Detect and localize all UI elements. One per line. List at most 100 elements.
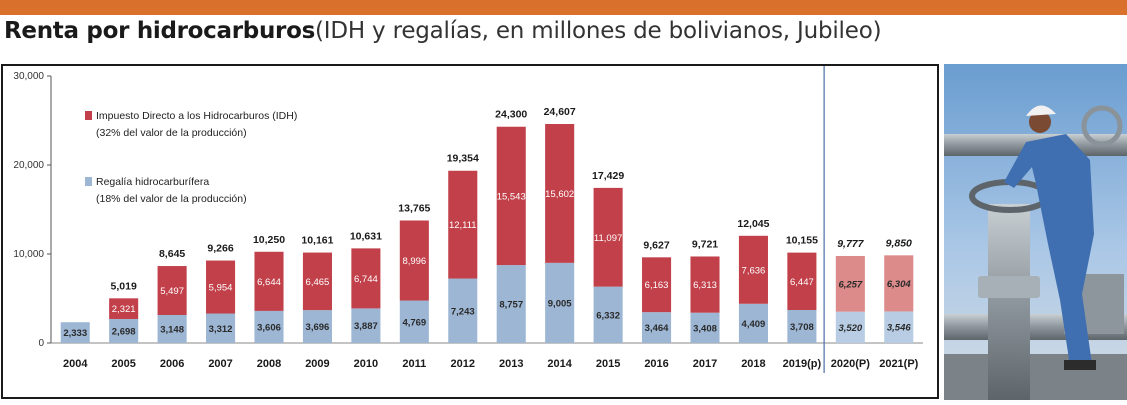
bar-label-regalia: 4,769 <box>402 317 426 328</box>
bar-label-regalia: 3,520 <box>838 323 862 334</box>
bar-label-regalia: 3,408 <box>693 323 717 334</box>
legend-swatch-idh <box>85 111 92 120</box>
x-tick-label: 2018 <box>741 358 765 370</box>
bar-regalia <box>787 309 817 343</box>
x-tick-label: 2021(P) <box>879 358 918 370</box>
x-tick-label: 2013 <box>499 358 523 370</box>
x-tick-label: 2020(P) <box>831 358 870 370</box>
bar-total-label: 5,019 <box>111 280 137 292</box>
bar-idh <box>835 255 865 312</box>
x-tick-label: 2017 <box>693 358 717 370</box>
bar-label-idh: 7,636 <box>742 265 766 276</box>
bar-total-label: 9,777 <box>837 238 864 250</box>
bar-regalia <box>835 311 865 343</box>
bar-label-idh: 15,543 <box>497 191 526 202</box>
legend-label-idh: Impuesto Directo a los Hidrocarburos (ID… <box>96 110 297 122</box>
bar-idh <box>787 252 817 310</box>
bar-regalia <box>60 322 90 343</box>
bar-total-label: 19,354 <box>447 153 479 165</box>
bar-total-label: 10,631 <box>350 230 382 242</box>
x-tick-label: 2010 <box>354 358 378 370</box>
bar-label-regalia: 8,757 <box>499 300 523 311</box>
bar-label-regalia: 3,546 <box>887 323 911 334</box>
bar-regalia <box>593 286 623 343</box>
y-tick-label: 0 <box>38 338 44 349</box>
chart-frame: 0 10,000 20,000 30,000 2,333 2004 2,698 2,321 5,… <box>1 64 939 399</box>
bar-idh <box>642 257 672 313</box>
bar-label-regalia: 3,887 <box>354 321 378 332</box>
bar-label-idh: 2,321 <box>112 304 136 315</box>
y-tick-label: 20,000 <box>13 160 44 171</box>
legend-note-idh: (32% del valor de la producción) <box>96 127 247 139</box>
bar-idh <box>302 252 332 311</box>
x-tick-label: 2007 <box>208 358 232 370</box>
bar-total-label: 10,161 <box>301 235 333 247</box>
x-tick-label: 2019(p) <box>783 358 822 370</box>
bar-regalia <box>884 311 914 343</box>
bar-idh <box>884 255 914 312</box>
bar-label-idh: 6,257 <box>838 279 862 290</box>
x-tick-label: 2014 <box>547 358 572 370</box>
bar-label-idh: 12,111 <box>449 220 477 231</box>
bar-idh <box>109 298 139 319</box>
legend-label-regalia: Regalía hidrocarburífera <box>96 176 209 188</box>
bar-total-label: 9,721 <box>692 238 718 250</box>
x-tick-label: 2006 <box>160 358 184 370</box>
bar-idh <box>157 266 187 315</box>
bar-regalia <box>302 310 332 343</box>
bar-label-regalia: 3,606 <box>257 322 281 333</box>
bar-total-label: 10,155 <box>786 235 818 247</box>
bar-label-idh: 6,304 <box>887 279 911 290</box>
bar-label-idh: 6,744 <box>354 274 378 285</box>
bar-label-regalia: 4,409 <box>742 319 766 330</box>
bar-label-regalia: 6,332 <box>596 310 620 321</box>
top-accent-bar <box>0 0 1127 15</box>
bar-regalia <box>109 318 139 343</box>
stacked-bar-chart: 0 10,000 20,000 30,000 2,333 2004 2,698 2,321 5,… <box>13 66 923 373</box>
oil-worker-valve-photo-icon <box>944 64 1127 400</box>
bar-idh <box>206 260 236 314</box>
bar-label-regalia: 9,005 <box>548 298 572 309</box>
bar-label-regalia: 3,708 <box>790 322 814 333</box>
bar-idh <box>399 220 429 301</box>
bar-idh <box>738 235 768 304</box>
y-tick-label: 10,000 <box>13 249 44 260</box>
bar-regalia <box>351 308 381 343</box>
bar-label-regalia: 3,312 <box>209 324 233 335</box>
bar-idh <box>593 187 623 287</box>
bar-idh <box>545 123 575 263</box>
chart-subtitle: (IDH y regalías, en millones de bolivian… <box>314 18 882 44</box>
bar-total-label: 24,300 <box>495 109 527 121</box>
bar-regalia <box>399 300 429 343</box>
bar-idh <box>448 170 478 279</box>
bar-label-idh: 5,954 <box>209 283 233 294</box>
x-tick-label: 2005 <box>111 358 135 370</box>
x-tick-label: 2016 <box>644 358 668 370</box>
oil-worker-photo <box>944 64 1127 400</box>
bar-label-idh: 6,465 <box>306 277 330 288</box>
x-tick-label: 2015 <box>596 358 620 370</box>
bar-regalia <box>157 314 187 343</box>
bar-idh <box>254 251 284 311</box>
legend-swatch-regalia <box>85 177 92 186</box>
bar-total-label: 8,645 <box>159 248 185 260</box>
bar-regalia <box>545 262 575 343</box>
bar-regalia <box>254 310 284 343</box>
x-tick-label: 2012 <box>451 358 475 370</box>
bar-total-label: 12,045 <box>737 218 769 230</box>
bar-label-idh: 6,644 <box>257 277 281 288</box>
y-tick-label: 30,000 <box>13 71 44 82</box>
bar-label-regalia: 2,698 <box>112 326 136 337</box>
bar-total-label: 9,627 <box>643 239 669 251</box>
x-tick-label: 2009 <box>305 358 329 370</box>
bar-label-regalia: 3,696 <box>306 322 330 333</box>
bar-regalia <box>448 278 478 343</box>
bar-regalia <box>206 313 236 343</box>
x-tick-label: 2004 <box>63 358 88 370</box>
legend-note-regalia: (18% del valor de la producción) <box>96 193 247 205</box>
bar-label-regalia: 2,333 <box>63 328 87 339</box>
bar-label-idh: 5,497 <box>160 286 184 297</box>
bar-idh <box>351 248 381 309</box>
bar-label-idh: 6,163 <box>645 280 669 291</box>
bar-label-idh: 15,602 <box>545 189 574 200</box>
